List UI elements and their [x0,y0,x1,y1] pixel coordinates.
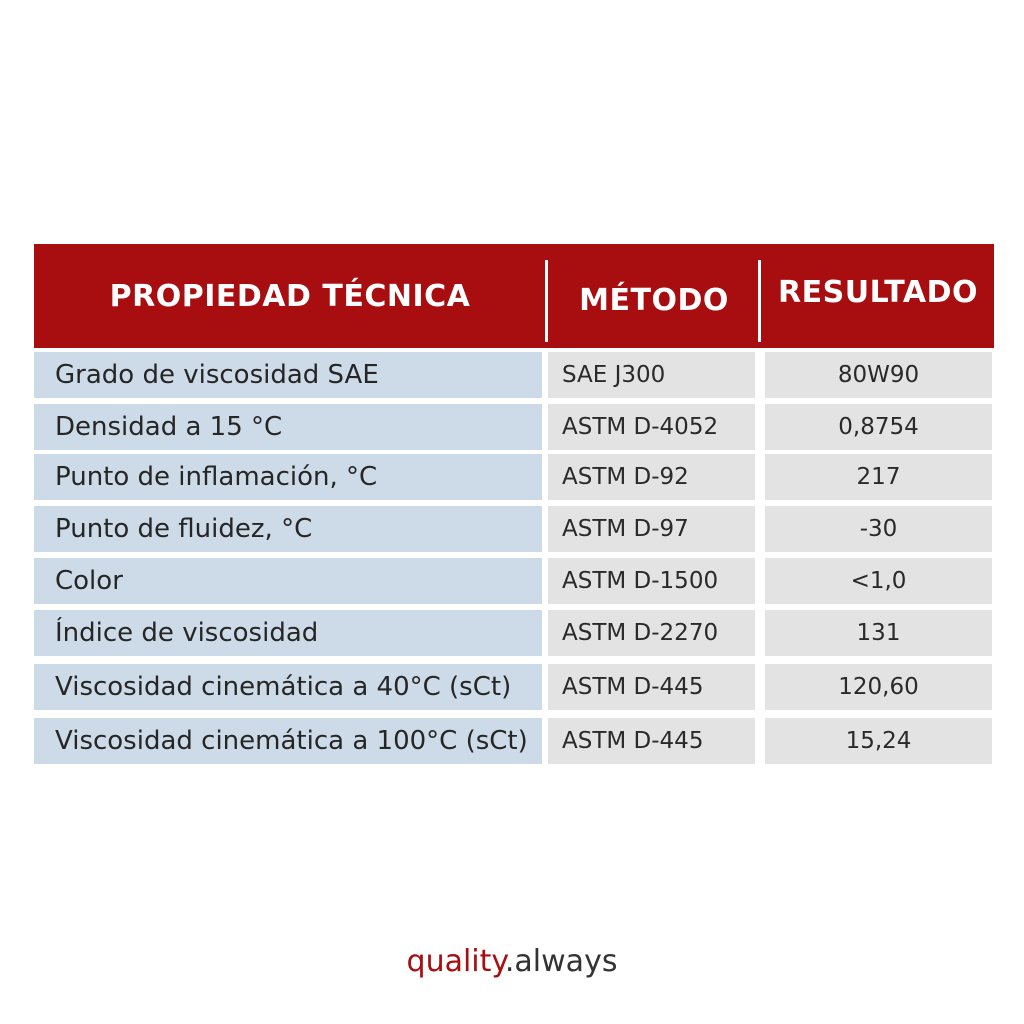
result-cell: 80W90 [765,352,992,398]
method-cell: SAE J300 [548,352,755,398]
property-cell: Punto de inflamación, °C [34,454,542,500]
method-cell: ASTM D-2270 [548,610,755,656]
table-row: Índice de viscosidad ASTM D-2270 131 [34,610,994,656]
table-row: Viscosidad cinemática a 100°C (sCt) ASTM… [34,718,994,764]
result-cell: 131 [765,610,992,656]
result-cell: 15,24 [765,718,992,764]
property-cell: Grado de viscosidad SAE [34,352,542,398]
result-cell: -30 [765,506,992,552]
tagline-accent: quality [406,944,505,979]
property-cell: Índice de viscosidad [34,610,542,656]
table-row: Densidad a 15 °C ASTM D-4052 0,8754 [34,404,994,450]
method-cell: ASTM D-97 [548,506,755,552]
method-cell: ASTM D-1500 [548,558,755,604]
spec-table: PROPIEDAD TÉCNICA MÉTODO RESULTADO Grado… [34,244,994,764]
method-cell: ASTM D-4052 [548,404,755,450]
property-cell: Color [34,558,542,604]
table-row: Punto de inflamación, °C ASTM D-92 217 [34,454,994,500]
result-cell: <1,0 [765,558,992,604]
header-divider [758,260,761,342]
result-cell: 120,60 [765,664,992,710]
property-cell: Densidad a 15 °C [34,404,542,450]
method-cell: ASTM D-445 [548,718,755,764]
table-row: Viscosidad cinemática a 40°C (sCt) ASTM … [34,664,994,710]
result-cell: 0,8754 [765,404,992,450]
property-cell: Punto de fluidez, °C [34,506,542,552]
result-cell: 217 [765,454,992,500]
table-row: Color ASTM D-1500 <1,0 [34,558,994,604]
tagline-rest: .always [504,944,618,979]
header-property: PROPIEDAD TÉCNICA [109,278,471,314]
header-result: RESULTADO [778,274,978,310]
property-cell: Viscosidad cinemática a 100°C (sCt) [34,718,542,764]
method-cell: ASTM D-445 [548,664,755,710]
table-row: Grado de viscosidad SAE SAE J300 80W90 [34,352,994,398]
footer-tagline: quality.always [0,944,1024,979]
table-row: Punto de fluidez, °C ASTM D-97 -30 [34,506,994,552]
method-cell: ASTM D-92 [548,454,755,500]
table-header: PROPIEDAD TÉCNICA MÉTODO RESULTADO [34,244,994,348]
header-divider [545,260,548,342]
property-cell: Viscosidad cinemática a 40°C (sCt) [34,664,542,710]
header-method: MÉTODO [579,282,729,318]
